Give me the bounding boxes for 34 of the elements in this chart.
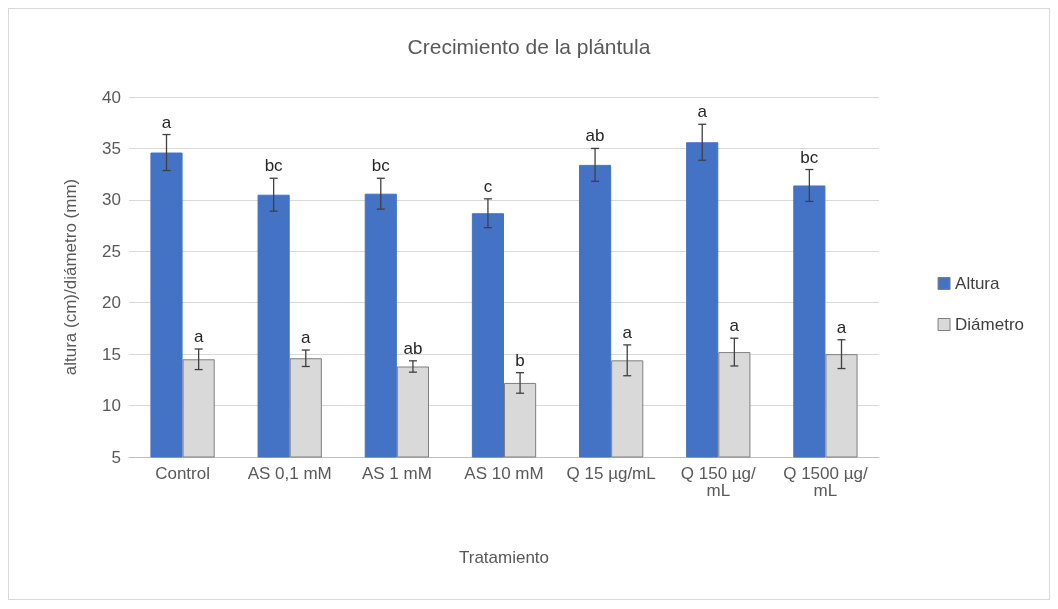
- data-label: ab: [585, 126, 605, 146]
- x-tick-label: AS 0,1 mM: [247, 464, 332, 483]
- data-label: a: [193, 327, 204, 346]
- x-tick-label: Q 15 µg/mL: [566, 464, 656, 483]
- data-label: ab: [403, 338, 423, 358]
- y-tick-label: 10: [102, 396, 121, 416]
- x-tick-label: Control: [155, 464, 210, 483]
- y-axis-title: altura (cm)/diámetro (mm): [61, 178, 80, 376]
- y-tick-label: 5: [111, 447, 121, 467]
- y-tick-label: 15: [102, 344, 121, 364]
- x-tick-label: AS 1 mM: [361, 464, 432, 483]
- data-label: a: [836, 317, 847, 337]
- legend-label: Diámetro: [955, 315, 1025, 334]
- x-tick-label: AS 10 mM: [464, 464, 544, 483]
- data-label: a: [729, 316, 740, 336]
- data-label: bc: [371, 156, 391, 176]
- data-label: bc: [264, 156, 284, 176]
- x-tick-label: Q 1500 µg/mL: [783, 464, 868, 500]
- data-label: a: [161, 112, 172, 132]
- data-label: a: [697, 102, 708, 122]
- data-label: a: [301, 328, 312, 348]
- x-axis-title: Tratamiento: [458, 548, 550, 567]
- legend-label: Altura: [955, 274, 1000, 293]
- data-label: b: [515, 350, 525, 370]
- y-tick-label: 25: [102, 241, 121, 261]
- y-tick-label: 40: [102, 87, 121, 107]
- data-label: a: [622, 322, 633, 342]
- y-tick-label: 20: [102, 293, 121, 313]
- x-tick-label: Q 150 µg/mL: [680, 464, 757, 500]
- y-tick-label: 35: [102, 138, 121, 158]
- data-label: c: [483, 176, 493, 196]
- data-label: bc: [800, 147, 819, 167]
- chart-title: Crecimiento de la plántula: [407, 35, 651, 58]
- y-tick-label: 30: [102, 190, 121, 210]
